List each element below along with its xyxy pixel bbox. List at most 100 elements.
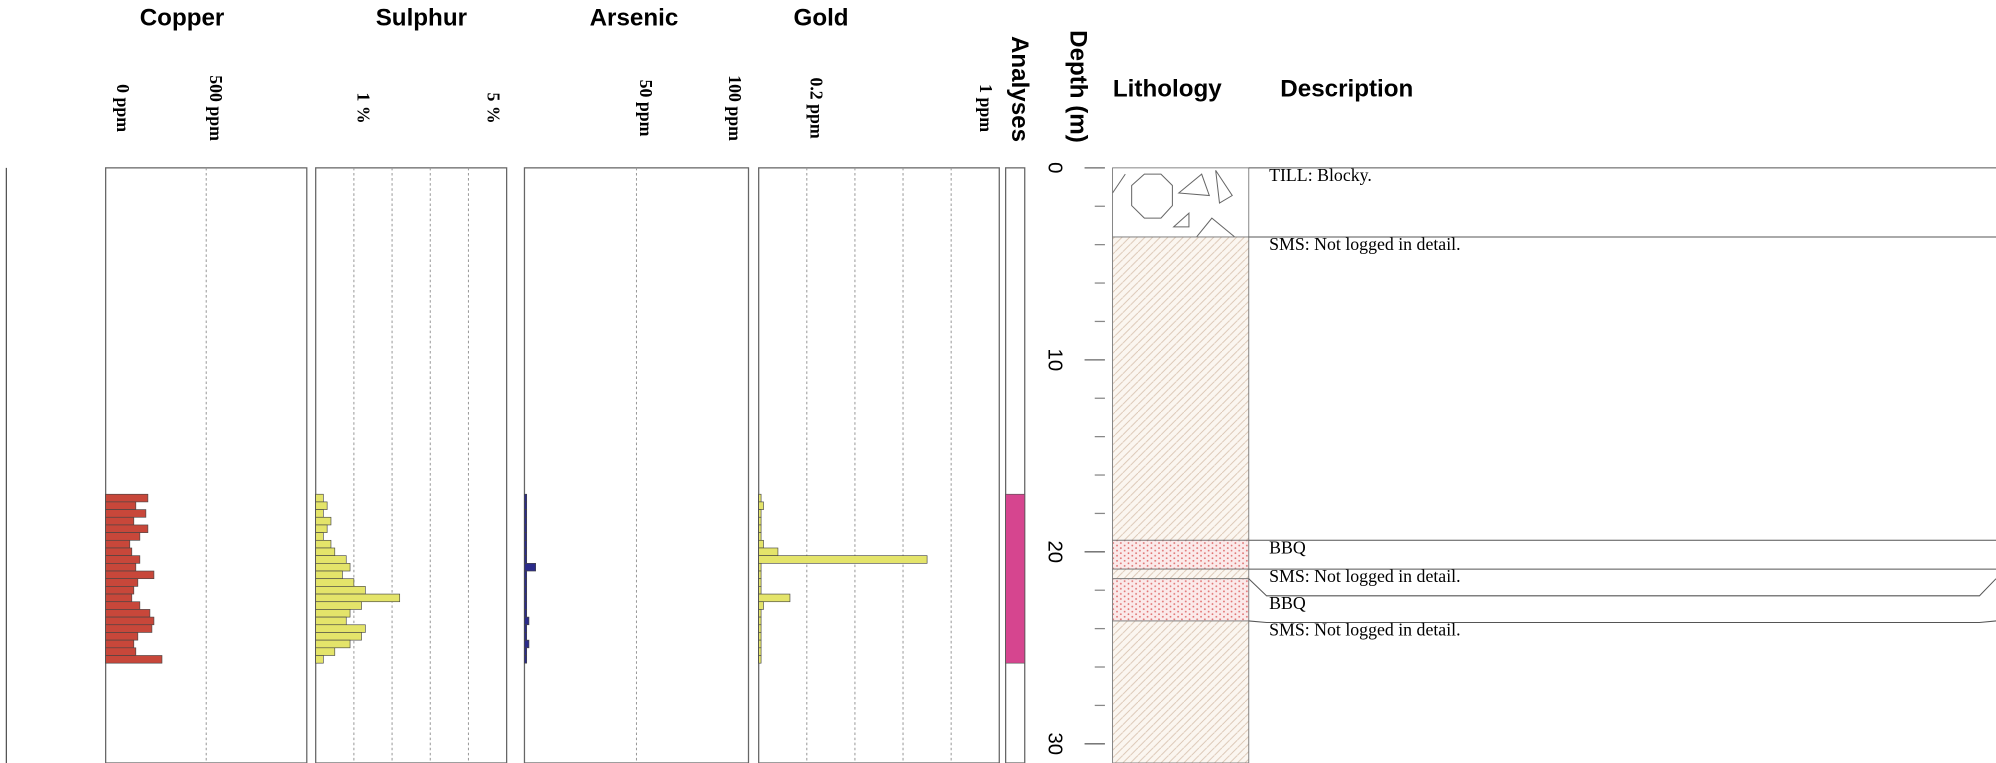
bar: [316, 586, 366, 594]
bar: [316, 609, 350, 617]
bar: [759, 548, 778, 556]
analyses-title: Analyses: [1006, 36, 1033, 142]
tick-label: 1 %: [353, 93, 373, 124]
bar: [524, 579, 526, 587]
tick-label: 500 ppm: [206, 75, 226, 141]
bar: [316, 571, 343, 579]
bar: [316, 594, 400, 602]
description-title: Description: [1280, 76, 1413, 103]
bar: [759, 494, 761, 502]
bar: [524, 510, 526, 518]
tick-label: 50 ppm: [636, 80, 656, 137]
bar: [524, 548, 526, 556]
depth-label: 20: [1044, 541, 1066, 564]
depth-label: 10: [1044, 349, 1066, 372]
bar: [106, 510, 146, 518]
bar: [759, 533, 761, 541]
bar: [316, 632, 362, 640]
bar: [106, 540, 130, 548]
bar: [316, 579, 354, 587]
bar: [316, 655, 324, 663]
bar: [524, 625, 526, 633]
bar: [759, 540, 764, 548]
bar: [106, 525, 148, 533]
bar: [759, 563, 761, 571]
bar: [759, 648, 761, 656]
bar: [106, 632, 138, 640]
bar: [524, 648, 526, 656]
bar: [524, 617, 528, 625]
track-title: Copper: [140, 4, 225, 31]
tick-label: 1 ppm: [976, 84, 996, 132]
description-text: BBQ: [1269, 593, 1306, 613]
tick-label: 0.2 ppm: [806, 77, 826, 138]
description-text: TILL: Blocky.: [1269, 165, 1372, 185]
bar: [316, 517, 331, 525]
bar: [759, 502, 764, 510]
bar: [524, 594, 526, 602]
description-text: SMS: Not logged in detail.: [1269, 234, 1460, 254]
bar: [316, 533, 324, 541]
tick-label: 0 ppm: [113, 84, 133, 132]
bar: [524, 533, 526, 541]
bar: [316, 510, 324, 518]
bar: [106, 625, 152, 633]
bar: [524, 640, 528, 648]
depth-label: 30: [1044, 732, 1066, 755]
bar: [524, 540, 526, 548]
bar: [759, 602, 764, 610]
bar: [759, 594, 790, 602]
bar: [316, 494, 324, 502]
bar: [316, 648, 335, 656]
lithology-unit: [1113, 540, 1249, 569]
bar: [316, 617, 347, 625]
bar: [759, 517, 761, 525]
bar: [316, 502, 327, 510]
bar: [524, 655, 526, 663]
bar: [106, 648, 136, 656]
bar: [524, 586, 526, 594]
bar: [759, 525, 761, 533]
bar: [759, 609, 761, 617]
bar: [759, 625, 761, 633]
bar: [524, 602, 526, 610]
lithology-unit: [1113, 579, 1249, 621]
analyses-frame: [1006, 168, 1025, 763]
bar: [316, 525, 327, 533]
analysis-interval: [1006, 494, 1025, 663]
bar: [106, 533, 140, 541]
bar: [759, 632, 761, 640]
tick-label: 5 %: [483, 93, 503, 124]
bar: [106, 571, 154, 579]
drill-log: Lithology Description Copper 0 ppm 500 ppm…: [0, 0, 1996, 763]
bar: [106, 563, 136, 571]
bar: [524, 494, 526, 502]
bar: [106, 602, 140, 610]
lithology-unit: [1113, 569, 1249, 579]
bar: [316, 548, 335, 556]
bar: [759, 586, 761, 594]
bar: [524, 563, 535, 571]
bar: [106, 617, 154, 625]
track-title: Arsenic: [590, 4, 679, 31]
bar: [524, 556, 526, 564]
track-frame: [316, 168, 507, 763]
lithology-title: Lithology: [1113, 76, 1222, 103]
bar: [106, 579, 138, 587]
bar: [524, 571, 526, 579]
lithology-unit: [1113, 237, 1249, 540]
bar: [316, 602, 362, 610]
bar: [759, 617, 761, 625]
bar: [106, 502, 136, 510]
bar: [106, 517, 134, 525]
track-title: Gold: [794, 4, 849, 31]
bar: [106, 548, 132, 556]
lithology-unit: [1113, 621, 1249, 763]
bar: [524, 525, 526, 533]
depth-label: 0: [1044, 162, 1066, 173]
track-title: Sulphur: [376, 4, 468, 31]
bar: [316, 625, 366, 633]
bar: [759, 655, 761, 663]
tick-label: 100 ppm: [725, 75, 745, 141]
description-text: SMS: Not logged in detail.: [1269, 566, 1460, 586]
